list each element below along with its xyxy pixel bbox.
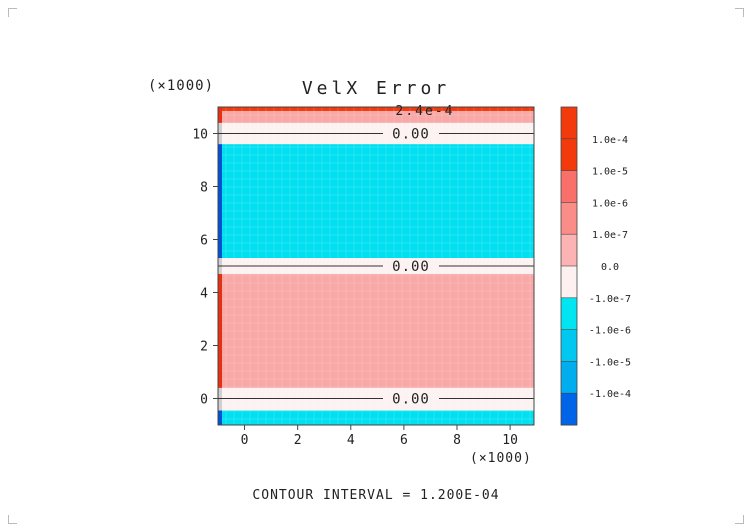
x-tick-label: 4 [347,433,355,448]
top-contour-label: 2.4e-4 [396,104,455,119]
x-tick-label: 10 [502,433,518,448]
contour-interval-footer: CONTOUR INTERVAL = 1.200E-04 [252,488,499,503]
edge-seg-6 [218,110,222,123]
edge-seg-0 [218,410,222,425]
frame-corner-bottom-left [8,515,17,524]
plot-area: 0.00 0.00 0.00 2.4e-4 [217,104,535,426]
frame-corner-bottom-right [735,515,744,524]
edge-seg-2 [218,273,222,388]
colorbar-label: -1.0e-5 [589,357,631,368]
y-axis: 0 2 4 6 8 10 [192,128,218,408]
frame-corner-top-right [735,8,744,17]
y-tick-label: 2 [200,340,208,355]
x-multiplier-label: (×1000) [470,451,532,466]
band-0 [218,410,534,425]
frame-corner-top-left [8,8,17,17]
colorbar: 1.0e-4 1.0e-5 1.0e-6 1.0e-7 0.0 -1.0e-7 -1.0e-… [560,106,631,426]
x-axis: 0 2 4 6 8 10 [241,425,518,448]
colorbar-swatch [561,107,577,140]
contour-label-1: 0.00 [392,259,430,275]
colorbar-label: -1.0e-7 [589,294,631,305]
band-6 [218,110,534,123]
colorbar-swatch [561,297,577,331]
contour-label-0: 0.00 [392,392,430,408]
x-tick-label: 6 [400,433,408,448]
colorbar-swatch [561,393,577,426]
band-7 [218,107,534,111]
x-tick-label: 8 [453,433,461,448]
colorbar-swatch [561,234,577,267]
colorbar-swatch [561,329,577,362]
colorbar-label: -1.0e-6 [589,326,631,337]
y-tick-label: 6 [200,234,208,249]
edge-seg-7 [218,107,222,111]
edge-seg-1 [218,387,222,411]
colorbar-swatch [561,266,577,299]
colorbar-swatch [561,202,577,235]
colorbar-label: 1.0e-5 [592,167,628,178]
y-multiplier-label: (×1000) [148,78,214,94]
colorbar-label: 1.0e-6 [592,198,628,209]
colorbar-swatch [561,170,577,203]
x-tick-label: 2 [294,433,302,448]
band-1 [218,387,534,411]
colorbar-label: -1.0e-4 [589,389,631,400]
y-tick-label: 4 [200,287,208,302]
colorbar-label: 0.0 [601,262,619,273]
plot-frame [217,106,535,426]
chart-title: VelX Error [302,78,450,99]
band-4 [218,144,534,259]
edge-seg-4 [218,144,222,259]
y-tick-label: 8 [200,181,208,196]
colorbar-label: 1.0e-7 [592,230,628,241]
colorbar-swatch [561,361,577,394]
contour-label-2: 0.00 [392,127,430,143]
y-tick-label: 0 [200,393,208,408]
y-tick-label: 10 [192,128,208,143]
colorbar-swatch [561,138,577,172]
band-2 [218,273,534,388]
colorbar-label: 1.0e-4 [592,135,628,146]
x-tick-label: 0 [241,433,249,448]
